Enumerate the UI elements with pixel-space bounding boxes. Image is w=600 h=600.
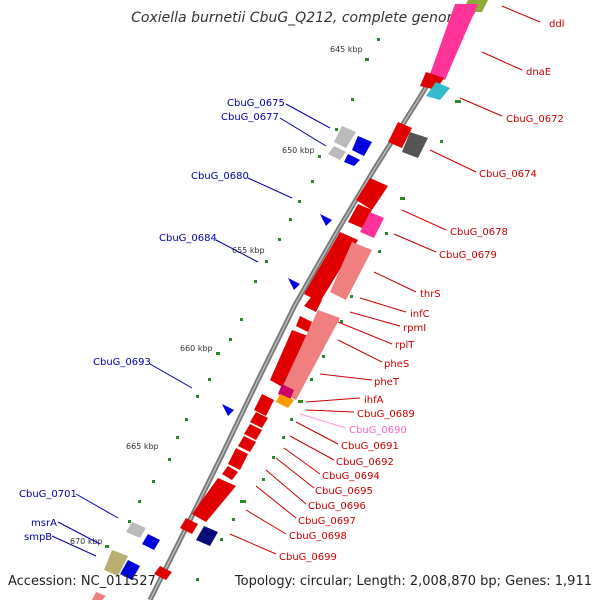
gene-CbuG_0701: [126, 522, 146, 538]
left-label-text: CbuG_0675 CbuG_0677 CbuG_0680 CbuG_0684 …: [19, 98, 285, 543]
tick-label: 655 kbp: [232, 246, 265, 255]
tick-label: 670 kbp: [70, 537, 103, 546]
gene-label: CbuG_0674: [479, 169, 537, 180]
gene-CbuG_0679: [360, 212, 384, 238]
gene-label: CbuG_0679: [439, 250, 497, 261]
gene-CbuG_0698: [196, 526, 218, 546]
gene-label: CbuG_0677: [221, 112, 279, 123]
gene-pheS: [270, 330, 308, 388]
gene-label: dnaE: [526, 67, 551, 78]
tick-label: 660 kbp: [180, 344, 213, 353]
right-labels: [229, 5, 541, 555]
gene-label: CbuG_0680: [191, 171, 249, 182]
gene-CbuG_0697: [192, 478, 236, 522]
gene-label: infC: [410, 309, 430, 320]
gene-label: CbuG_0701: [19, 489, 77, 500]
gene-label: ddl: [549, 19, 564, 30]
gene-label: CbuG_0675: [227, 98, 285, 109]
left-labels: [51, 103, 331, 557]
accession-text: Accession: NC_011527: [8, 574, 156, 589]
gene-label: CbuG_0678: [450, 227, 508, 238]
tick-label: 645 kbp: [330, 45, 363, 54]
gene-label: CbuG_0697: [298, 516, 356, 527]
gene-infC: [304, 296, 322, 312]
gene-label: thrS: [420, 289, 441, 300]
gene-msrA: [104, 550, 128, 576]
gene-label: CbuG_0698: [289, 531, 347, 542]
gene-CbuG_0693: [222, 404, 234, 416]
gene-label: CbuG_0693: [93, 357, 151, 368]
map-title: Coxiella burnetii CbuG_Q212, complete ge…: [131, 10, 469, 26]
gene-label: msrA: [31, 518, 57, 529]
gene-CbuG_0684: [288, 278, 300, 290]
gene-label: CbuG_0699: [279, 552, 337, 563]
right-label-text: ddl dnaE CbuG_0672 CbuG_0674 CbuG_0678 C…: [279, 19, 564, 563]
gene-CbuG_0677: [328, 146, 346, 160]
gene-label: CbuG_0689: [357, 409, 415, 420]
gene-label: CbuG_0672: [506, 114, 564, 125]
gene-label: ihfA: [364, 395, 384, 406]
reverse-genes: [92, 126, 372, 600]
gene-label: CbuG_0696: [308, 501, 366, 512]
topology-text: Topology: circular; Length: 2,008,870 bp…: [234, 574, 592, 589]
gene-label: CbuG_0684: [159, 233, 217, 244]
gene-pheT: [280, 310, 340, 400]
gene-label: CbuG_0690: [349, 425, 407, 436]
gene-CbuG_0674: [402, 132, 428, 158]
gene-label: CbuG_0691: [341, 441, 399, 452]
forward-genes: [154, 0, 488, 580]
gene-smpB: [120, 560, 140, 580]
gene-CbuG_0675: [334, 126, 356, 148]
gene-label: pheT: [374, 377, 400, 388]
gene-label: rpmI: [403, 323, 426, 334]
gene-CbuG_0680: [320, 214, 332, 226]
gc-marks: [105, 38, 461, 581]
gene-label: CbuG_0695: [315, 486, 373, 497]
gene-label: CbuG_0692: [336, 457, 394, 468]
gene-label: pheS: [384, 359, 409, 370]
gene-CbuG_0672: [426, 82, 450, 100]
gene-dnaE: [430, 4, 478, 80]
gene-CbuG_0689: [276, 394, 294, 408]
gene-label: rplT: [395, 340, 415, 351]
gene-label: smpB: [24, 532, 52, 543]
tick-label: 665 kbp: [126, 442, 159, 451]
tick-label: 650 kbp: [282, 146, 315, 155]
gene-label: CbuG_0694: [322, 471, 380, 482]
